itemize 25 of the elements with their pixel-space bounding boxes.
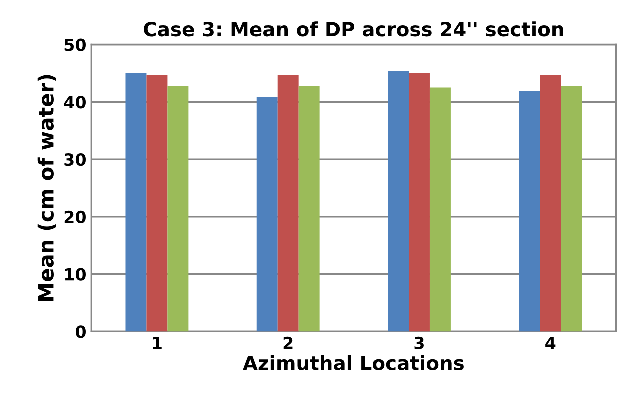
bar	[519, 91, 540, 332]
y-tick-label: 10	[65, 268, 86, 281]
bar	[430, 88, 451, 332]
bar	[409, 73, 430, 332]
x-tick-label: 3	[414, 336, 424, 350]
y-tick-label: 0	[76, 326, 86, 338]
x-tick-label: 4	[546, 337, 556, 350]
y-tick-label: 20	[64, 210, 86, 224]
x-axis-title: Azimuthal Locations	[243, 355, 464, 371]
y-tick-label: 50	[64, 38, 86, 52]
x-tick-label: 1	[153, 337, 162, 350]
bar	[540, 75, 562, 332]
bar	[561, 86, 582, 332]
bar	[388, 71, 409, 332]
bar	[168, 86, 189, 332]
bar	[126, 73, 147, 332]
x-tick-label: 2	[284, 336, 293, 350]
bar	[278, 75, 299, 332]
chart-title: Case 3: Mean of DP across 24'' section	[144, 22, 564, 37]
bar	[146, 75, 168, 332]
bar	[298, 86, 320, 332]
y-tick-label: 30	[64, 154, 86, 166]
y-axis-title: Mean (cm of water)	[38, 75, 56, 302]
bar	[256, 96, 278, 332]
y-tick-label: 40	[64, 96, 86, 109]
